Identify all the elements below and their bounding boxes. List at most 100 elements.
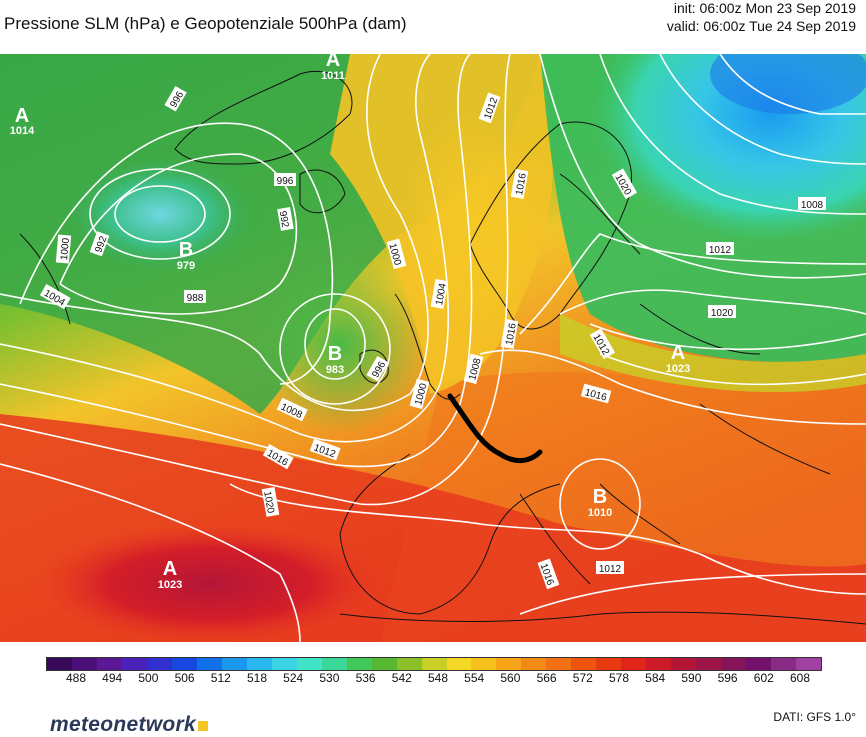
svg-text:1020: 1020 [711, 308, 734, 319]
meteonetwork-logo: meteonetwork [50, 713, 208, 737]
pressure-center-letter: A [163, 558, 177, 580]
data-source: DATI: GFS 1.0° [773, 710, 856, 724]
isobar-label: 992 [277, 206, 294, 231]
colorbar-tick-label: 506 [174, 671, 195, 685]
pressure-center-value: 979 [177, 260, 195, 272]
colorbar-segment [96, 658, 122, 670]
colorbar-tick-label: 560 [500, 671, 521, 685]
colorbar-segment [221, 658, 247, 670]
colorbar-segment [546, 658, 572, 670]
svg-text:1020: 1020 [261, 490, 276, 514]
colorbar-segment [771, 658, 797, 670]
isobar-label: 1008 [798, 197, 826, 211]
colorbar-tick-label: 542 [391, 671, 412, 685]
colorbar-segment [571, 658, 597, 670]
colorbar-tick-label: 554 [464, 671, 485, 685]
colorbar-segment [271, 658, 297, 670]
isobar-label: 1020 [708, 305, 736, 319]
svg-text:992: 992 [277, 210, 291, 229]
colorbar-segment [646, 658, 672, 670]
svg-text:1016: 1016 [504, 322, 519, 346]
isobar-label: 1012 [596, 561, 624, 575]
colorbar-segment [796, 658, 822, 670]
colorbar-segment [321, 658, 347, 670]
isobar-label: 1012 [706, 242, 734, 256]
colorbar-tick-label: 500 [138, 671, 159, 685]
colorbar-segment [446, 658, 472, 670]
isobar-label: 988 [184, 290, 206, 304]
colorbar-tick-label: 548 [427, 671, 449, 685]
colorbar-segment [471, 658, 497, 670]
svg-text:1012: 1012 [709, 245, 732, 256]
pressure-center-letter: B [179, 239, 193, 261]
svg-text:1004: 1004 [434, 282, 449, 306]
isobar-label: 996 [274, 173, 296, 187]
colorbar-tick-label: 494 [102, 671, 123, 685]
colorbar-tick-label: 596 [717, 671, 738, 685]
colorbar-segment [146, 658, 172, 670]
colorbar-segment [396, 658, 422, 670]
colorbar-segment [596, 658, 622, 670]
colorbar-tick-label: 578 [608, 671, 630, 685]
svg-text:1012: 1012 [599, 564, 622, 575]
colorbar-tick-label: 524 [283, 671, 304, 685]
pressure-center-letter: B [593, 486, 607, 508]
isobars [0, 54, 866, 642]
colorbar-segment [121, 658, 147, 670]
colorbar-tick-label: 584 [645, 671, 666, 685]
colorbar-tick-label: 572 [572, 671, 593, 685]
colorbar-segment [71, 658, 97, 670]
colorbar-segment [721, 658, 747, 670]
colorbar [46, 657, 822, 671]
colorbar-tick-label: 590 [681, 671, 702, 685]
pressure-center-value: 1011 [321, 70, 345, 82]
colorbar-tick-label: 536 [355, 671, 376, 685]
isobar-label: 1020 [261, 486, 280, 517]
svg-text:988: 988 [187, 293, 204, 304]
colorbar-segment [496, 658, 522, 670]
brand-text: meteonetwork [50, 713, 196, 736]
coastlines [19, 70, 866, 625]
svg-text:996: 996 [277, 176, 294, 187]
colorbar-tick-label: 518 [246, 671, 268, 685]
colorbar-segment [746, 658, 772, 670]
valid-time: valid: 06:00z Tue 24 Sep 2019 [666, 18, 856, 34]
pressure-center-letter: A [671, 342, 685, 364]
pressure-center-letter: A [15, 105, 29, 127]
colorbar-segment [47, 658, 72, 670]
weather-map: A 1011 A 1014 B 979 B 983 A 1023 B 1010 … [0, 54, 866, 642]
init-time: init: 06:00z Mon 23 Sep 2019 [673, 0, 856, 16]
colorbar-ticks: 488 494 500 506 512 518 524 530 536 542 548 554 560 5… [46, 671, 820, 687]
pressure-center-letter: A [326, 54, 340, 71]
logo-square-icon [197, 721, 208, 731]
svg-text:1000: 1000 [59, 237, 72, 261]
pressure-center-value: 983 [326, 364, 344, 376]
isobar-label: 1016 [510, 168, 529, 199]
svg-text:1008: 1008 [801, 200, 824, 211]
pressure-center-value: 1014 [10, 125, 35, 137]
isobar-label: 1004 [430, 278, 449, 309]
isobar-label: 1016 [500, 318, 519, 349]
colorbar-segment [421, 658, 447, 670]
colorbar-segment [171, 658, 197, 670]
colorbar-tick-label: 602 [753, 671, 774, 685]
colorbar-segment [696, 658, 722, 670]
pressure-center-value: 1010 [588, 507, 612, 519]
svg-text:1016: 1016 [514, 172, 529, 196]
colorbar-segment [346, 658, 372, 670]
colorbar-segment [621, 658, 647, 670]
pressure-center-value: 1023 [666, 363, 690, 375]
colorbar-tick-label: 488 [65, 671, 87, 685]
chart-title: Pressione SLM (hPa) e Geopotenziale 500h… [4, 14, 407, 33]
pressure-center-letter: B [328, 343, 342, 365]
colorbar-tick-label: 530 [319, 671, 340, 685]
pressure-center-value: 1023 [158, 579, 182, 591]
isobar-label: 1000 [55, 234, 72, 264]
front-line [447, 393, 543, 463]
colorbar-segment [196, 658, 222, 670]
colorbar-tick-label: 512 [210, 671, 231, 685]
colorbar-segment [296, 658, 322, 670]
colorbar-segment [371, 658, 397, 670]
colorbar-segment [671, 658, 697, 670]
colorbar-segment [521, 658, 547, 670]
